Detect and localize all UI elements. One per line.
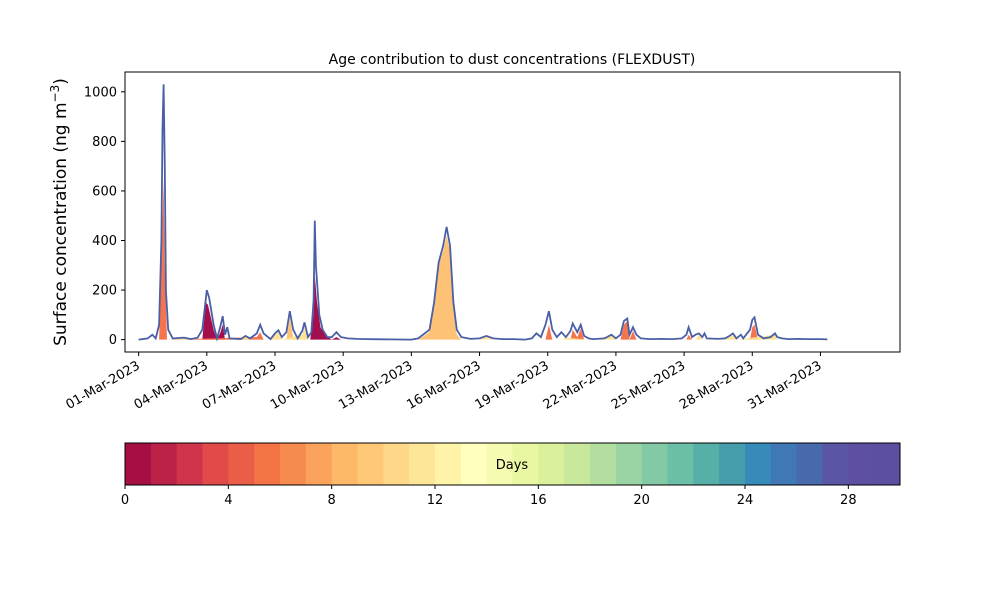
- colorbar-swatch: [280, 443, 307, 485]
- age-band-area-1: [159, 178, 759, 340]
- y-axis: 0 200 400 600 800 1000: [84, 85, 125, 348]
- colorbar-tick-label: 20: [633, 493, 650, 508]
- colorbar-ticks: 0 4 8 12 16 20 24 28: [121, 485, 857, 508]
- y-tick-label: 200: [92, 284, 117, 299]
- colorbar-swatch: [719, 443, 746, 485]
- colorbar-swatch: [383, 443, 410, 485]
- y-axis-label: Surface concentration (ng m−3): [48, 78, 71, 346]
- colorbar-swatch: [848, 443, 875, 485]
- colorbar-swatch: [822, 443, 849, 485]
- colorbar-swatch: [125, 443, 152, 485]
- y-tick-label: 1000: [84, 85, 117, 100]
- x-tick-label: 10-Mar-2023: [268, 358, 347, 412]
- y-tick-label: 0: [109, 333, 117, 348]
- y-tick-label: 600: [92, 184, 117, 199]
- colorbar-swatch: [305, 443, 333, 485]
- total-concentration-line: [138, 84, 828, 342]
- colorbar-swatch: [435, 443, 462, 485]
- x-tick-label: 25-Mar-2023: [609, 358, 688, 412]
- x-axis: 01-Mar-202304-Mar-202307-Mar-202310-Mar-…: [63, 352, 824, 413]
- colorbar-swatch: [460, 443, 488, 485]
- colorbar-swatches: [125, 443, 901, 485]
- colorbar-swatch: [590, 443, 617, 485]
- colorbar-swatch: [331, 443, 358, 485]
- colorbar-frame: [124, 442, 901, 486]
- x-tick-label: 04-Mar-2023: [132, 358, 211, 412]
- colorbar-swatch: [150, 443, 178, 485]
- colorbar-swatch: [796, 443, 823, 485]
- x-tick-label: 07-Mar-2023: [200, 358, 279, 412]
- x-tick-label: 13-Mar-2023: [336, 358, 415, 412]
- x-tick-label: 31-Mar-2023: [745, 358, 824, 412]
- x-tick-label: 22-Mar-2023: [541, 358, 620, 412]
- colorbar-swatch: [357, 443, 384, 485]
- colorbar-tick-label: 8: [328, 493, 336, 508]
- plot-frame: [124, 71, 901, 353]
- colorbar-tick-label: 28: [840, 493, 857, 508]
- age-contribution-areas: [159, 178, 778, 340]
- colorbar-swatch: [641, 443, 668, 485]
- colorbar-swatch: [745, 443, 772, 485]
- colorbar-swatch: [615, 443, 643, 485]
- colorbar-tick-label: 24: [737, 493, 754, 508]
- colorbar-swatch: [486, 443, 513, 485]
- colorbar-swatch: [512, 443, 539, 485]
- age-band-area-2: [286, 235, 462, 340]
- chart-title: Age contribution to dust concentrations …: [329, 52, 696, 68]
- colorbar-swatch: [538, 443, 565, 485]
- x-tick-label: 16-Mar-2023: [404, 358, 483, 412]
- x-tick-label: 01-Mar-2023: [63, 358, 142, 412]
- colorbar-swatch: [874, 443, 901, 485]
- colorbar-swatch: [254, 443, 281, 485]
- colorbar-swatch: [409, 443, 436, 485]
- colorbar-tick-label: 4: [224, 493, 232, 508]
- x-tick-label: 19-Mar-2023: [473, 358, 552, 412]
- colorbar: Days 0 4 8 12 16 20 24 28: [121, 442, 901, 508]
- colorbar-tick-label: 0: [121, 493, 129, 508]
- y-tick-label: 800: [92, 135, 117, 150]
- colorbar-swatch: [228, 443, 255, 485]
- colorbar-swatch: [564, 443, 591, 485]
- age-band-area-0: [202, 275, 341, 340]
- x-tick-label: 28-Mar-2023: [677, 358, 756, 412]
- y-axis-label-superscript: −3: [48, 85, 62, 103]
- colorbar-swatch: [176, 443, 203, 485]
- y-tick-label: 400: [92, 234, 117, 249]
- colorbar-swatch: [202, 443, 229, 485]
- y-axis-label-text: Surface concentration (ng m: [51, 102, 71, 345]
- colorbar-swatch: [693, 443, 720, 485]
- colorbar-tick-label: 16: [530, 493, 547, 508]
- colorbar-swatch: [770, 443, 798, 485]
- colorbar-tick-label: 12: [427, 493, 444, 508]
- colorbar-label: Days: [496, 458, 529, 473]
- y-axis-label-close: ): [51, 78, 71, 85]
- colorbar-swatch: [667, 443, 694, 485]
